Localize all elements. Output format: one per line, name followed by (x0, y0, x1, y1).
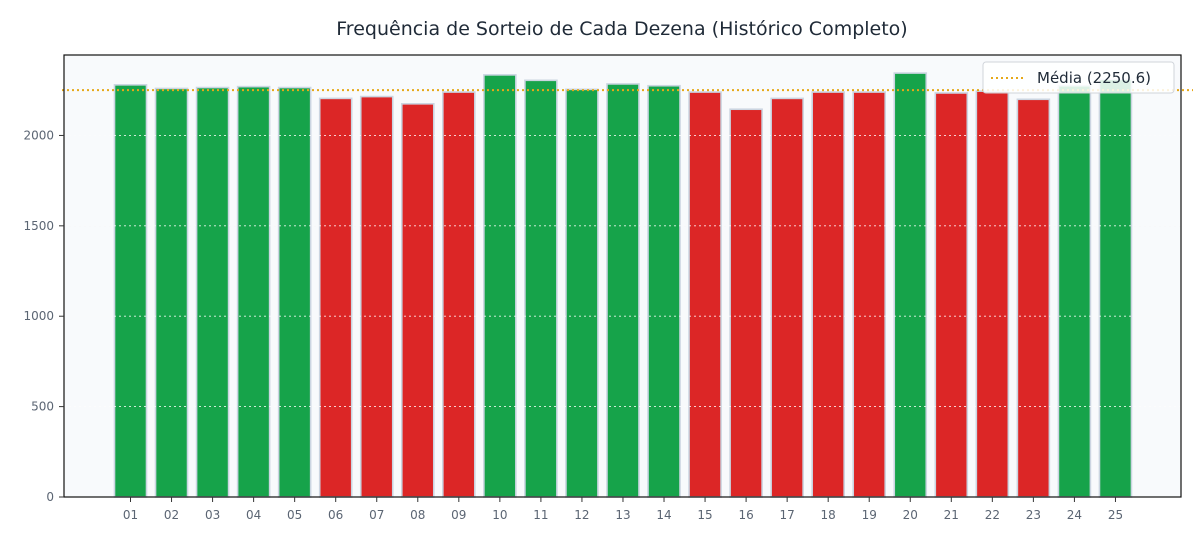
bar-10 (483, 74, 517, 498)
x-tick-label-13: 13 (615, 508, 630, 522)
x-tick-label-24: 24 (1067, 508, 1082, 522)
x-tick-label-19: 19 (862, 508, 877, 522)
y-tick-label: 2000 (23, 128, 54, 142)
bar-01 (113, 84, 148, 498)
bar-09 (442, 91, 476, 498)
x-tick-label-16: 16 (738, 508, 753, 522)
bar-05 (277, 86, 312, 498)
y-tick-label: 500 (31, 400, 54, 414)
y-tick-label: 0 (46, 490, 54, 504)
x-tick-label-05: 05 (287, 508, 302, 522)
legend-average-label: Média (2250.6) (1037, 69, 1151, 87)
chart-title: Frequência de Sorteio de Cada Dezena (Hi… (336, 18, 907, 40)
bar-04 (236, 85, 271, 498)
bar-12 (565, 88, 599, 498)
bar-20 (893, 72, 928, 498)
x-tick-label-07: 07 (369, 508, 384, 522)
bar-08 (400, 103, 435, 498)
bar-15 (688, 91, 722, 498)
bar-18 (811, 91, 845, 498)
bar-22 (975, 90, 1010, 498)
x-tick-label-17: 17 (779, 508, 794, 522)
bar-02 (154, 87, 189, 498)
x-tick-label-18: 18 (821, 508, 836, 522)
x-tick-label-01: 01 (123, 508, 138, 522)
x-tick-label-06: 06 (328, 508, 343, 522)
x-tick-label-11: 11 (533, 508, 548, 522)
bar-24 (1057, 84, 1092, 498)
x-tick-label-09: 09 (451, 508, 466, 522)
x-tick-label-10: 10 (492, 508, 507, 522)
bar-14 (647, 84, 681, 498)
x-tick-label-15: 15 (697, 508, 712, 522)
x-tick-label-23: 23 (1026, 508, 1041, 522)
legend: Média (2250.6) (982, 61, 1175, 94)
x-tick-label-12: 12 (574, 508, 589, 522)
x-tick-label-02: 02 (164, 508, 179, 522)
x-tick-label-21: 21 (944, 508, 959, 522)
bar-06 (318, 97, 353, 498)
x-axis: 01 02 03 04 05 06 07 08 09 10 11 12 13 14 15 16 17 18 19 20… (123, 497, 1123, 522)
legend-box (982, 61, 1175, 94)
x-tick-label-25: 25 (1108, 508, 1123, 522)
bar-17 (770, 97, 804, 498)
bar-21 (934, 92, 969, 498)
x-tick-label-03: 03 (205, 508, 220, 522)
bar-25 (1098, 78, 1133, 498)
y-tick-label: 1000 (23, 309, 54, 323)
x-tick-label-14: 14 (656, 508, 671, 522)
bar-23 (1016, 98, 1051, 498)
bar-16 (729, 108, 763, 498)
x-tick-label-08: 08 (410, 508, 425, 522)
bar-07 (359, 95, 394, 498)
bar-13 (606, 83, 640, 498)
x-tick-label-20: 20 (903, 508, 918, 522)
bar-19 (852, 91, 887, 498)
x-tick-label-22: 22 (985, 508, 1000, 522)
x-tick-label-04: 04 (246, 508, 261, 522)
bar-11 (524, 79, 558, 498)
y-axis: 0 500 1000 1500 2000 (23, 128, 64, 504)
bar-03 (195, 86, 230, 498)
y-tick-label: 1500 (23, 219, 54, 233)
